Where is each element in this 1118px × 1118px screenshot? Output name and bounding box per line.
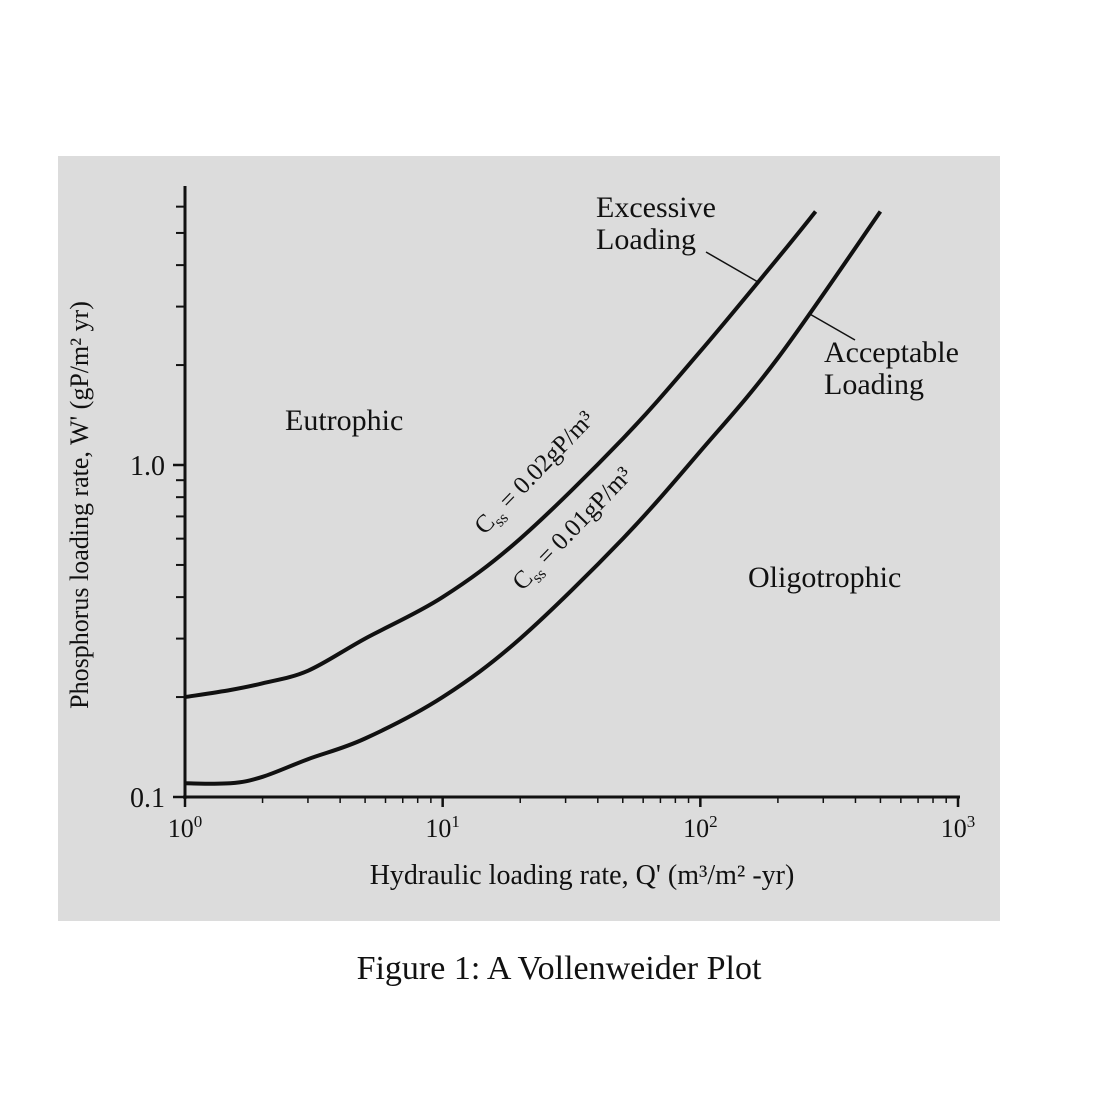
annotation-oligotrophic-line-1: Oligotrophic	[748, 561, 901, 594]
annotation-acceptable-line-1: Acceptable	[824, 336, 959, 369]
figure-panel	[58, 156, 1000, 921]
ticks-layer	[173, 205, 960, 807]
y-tick-label: 1.0	[130, 451, 165, 482]
excessive-leader-line	[705, 251, 759, 283]
acceptable-leader-line	[807, 312, 856, 341]
x-tick-label: 101	[425, 812, 460, 843]
x-tick-label: 103	[941, 812, 976, 843]
series-line-2	[184, 210, 883, 786]
annotation-acceptable-line-2: Loading	[824, 368, 924, 401]
x-tick-label: 100	[168, 812, 203, 843]
annotation-excessive-line-1: Excessive	[596, 191, 716, 224]
x-tick-label: 102	[683, 812, 718, 843]
series-line-1	[184, 210, 818, 700]
series-layer	[184, 210, 883, 786]
annotation-excessive-line-2: Loading	[596, 223, 696, 256]
figure-caption: Figure 1: A Vollenweider Plot	[356, 950, 762, 987]
x-axis-title: Hydraulic loading rate, Q' (m³/m² -yr)	[370, 860, 795, 891]
y-tick-label: 0.1	[130, 783, 165, 814]
annotation-eutrophic-line-1: Eutrophic	[285, 404, 403, 437]
y-axis-title: Phosphorus loading rate, W' (gP/m² yr)	[65, 301, 94, 709]
